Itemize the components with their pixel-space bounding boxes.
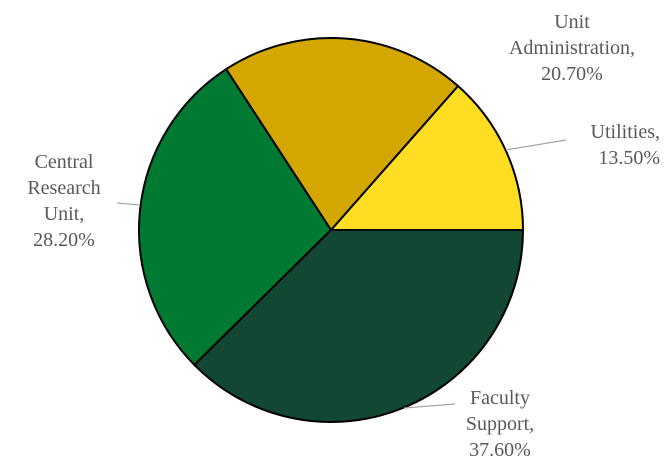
pie-slice-faculty-support xyxy=(192,229,525,423)
leader-line-faculty-support xyxy=(403,403,456,409)
pie-slices xyxy=(138,37,525,423)
pie-slice-utilities xyxy=(328,84,525,231)
leader-line-central-research-unit xyxy=(116,202,141,206)
data-label-unit-administration: Unit Administration, 20.70% xyxy=(509,11,635,85)
pie-slice-central-research-unit xyxy=(138,67,333,367)
data-label-faculty-support: Faculty Support, 37.60% xyxy=(466,387,534,461)
leader-lines xyxy=(116,139,567,409)
data-label-utilities: Utilities, 13.50% xyxy=(591,121,660,169)
data-labels: Utilities, 13.50% Unit Administration, 20.70… xyxy=(27,11,660,461)
leader-line-utilities xyxy=(505,139,567,151)
pie-slice-unit-administration xyxy=(224,37,460,232)
data-label-central-research-unit: Central Research Unit, 28.20% xyxy=(27,151,100,251)
